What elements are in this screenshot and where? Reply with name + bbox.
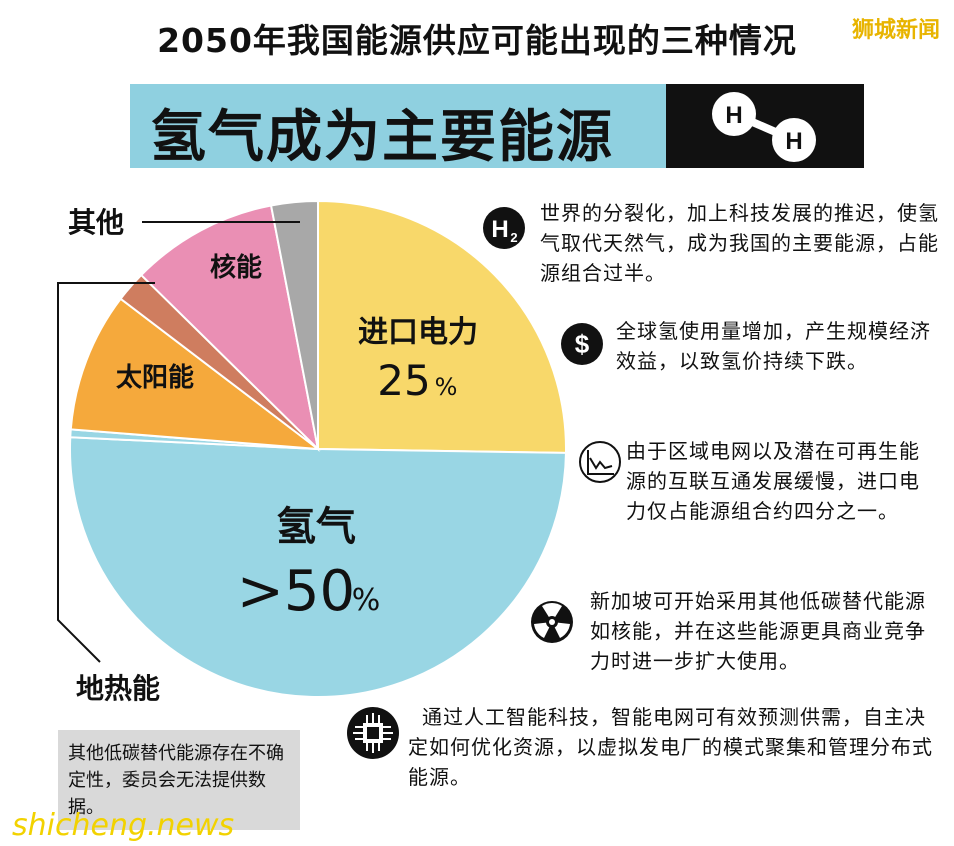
line-chart-icon <box>578 440 622 484</box>
atom-h1: H <box>725 102 742 129</box>
atom-h2: H <box>785 128 802 155</box>
pie-slice-6 <box>269 199 319 450</box>
pie-slice-1 <box>69 436 567 698</box>
unit-hydrogen: % <box>352 583 381 618</box>
page-title: 2050年我国能源供应可能出现的三种情况 <box>157 21 797 60</box>
label-nuclear: 核能 <box>210 252 262 283</box>
scenario-title: 氢气成为主要能源 <box>150 105 614 170</box>
value-hydrogen: >50 <box>237 559 355 624</box>
brand-watermark: 狮城新闻 <box>851 18 940 43</box>
chip-icon <box>346 706 400 760</box>
pie-slice-3 <box>69 297 322 451</box>
pie-slice-0 <box>317 199 567 454</box>
item-text-1: 世界的分裂化，加上科技发展的推迟，使氢气取代天然气，成为我国的主要能源，占能源组… <box>540 201 939 285</box>
unit-import-power: % <box>435 373 458 401</box>
label-import-power: 进口电力 <box>358 315 478 350</box>
svg-text:2: 2 <box>510 230 517 245</box>
scenario-banner <box>130 84 666 168</box>
label-hydrogen: 氢气 <box>276 504 356 550</box>
value-import-power: 25 <box>377 356 430 405</box>
label-solar: 太阳能 <box>116 362 194 393</box>
h2-icon: H 2 <box>482 206 526 250</box>
item-text-4: 新加坡可开始采用其他低碳替代能源如核能，并在这些能源更具商业竞争力时进一步扩大使… <box>590 589 926 673</box>
svg-text:$: $ <box>575 329 590 359</box>
site-watermark: shicheng.news <box>12 808 235 843</box>
hydrogen-molecule-icon: H H <box>666 84 864 168</box>
item-text-5: 通过人工智能科技，智能电网可有效预测供需，自主决定如何优化资源，以虚拟发电厂的模… <box>408 705 933 789</box>
svg-text:H: H <box>491 216 508 243</box>
note-text: 其他低碳替代能源存在不确定性，委员会无法提供数据。 <box>68 743 284 818</box>
item-text-2: 全球氢使用量增加，产生规模经济效益，以致氢价持续下跌。 <box>616 319 931 373</box>
pie-slice-5 <box>139 204 320 452</box>
item-text-3: 由于区域电网以及潜在可再生能源的互联互通发展缓慢，进口电力仅占能源组合约四分之一… <box>626 439 920 523</box>
label-other: 其他 <box>68 206 124 239</box>
note-box <box>58 730 300 830</box>
leader-geothermal <box>57 282 155 663</box>
dollar-icon: $ <box>560 322 604 366</box>
radiation-icon <box>530 600 574 644</box>
label-geothermal: 地热能 <box>76 672 160 705</box>
